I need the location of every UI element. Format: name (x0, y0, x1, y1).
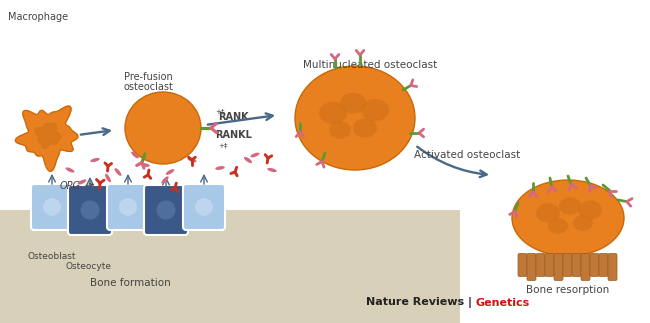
Text: osteoclast: osteoclast (123, 82, 173, 92)
Ellipse shape (340, 93, 366, 113)
Text: Osteocyte: Osteocyte (65, 262, 111, 271)
Ellipse shape (161, 176, 168, 184)
Ellipse shape (195, 198, 213, 216)
Text: Genetics: Genetics (476, 298, 530, 308)
Ellipse shape (250, 153, 259, 157)
Text: Multinucleated osteoclast: Multinucleated osteoclast (303, 60, 437, 70)
FancyBboxPatch shape (608, 254, 617, 280)
Ellipse shape (573, 215, 593, 231)
Ellipse shape (559, 197, 581, 215)
Text: +‡: +‡ (218, 142, 227, 148)
Ellipse shape (119, 198, 137, 216)
Text: Macrophage: Macrophage (8, 12, 68, 22)
FancyBboxPatch shape (563, 254, 572, 276)
Ellipse shape (536, 203, 560, 223)
FancyBboxPatch shape (68, 185, 112, 235)
Text: RANK: RANK (218, 112, 248, 122)
FancyBboxPatch shape (183, 184, 225, 230)
Ellipse shape (578, 200, 602, 220)
FancyBboxPatch shape (527, 254, 536, 280)
FancyBboxPatch shape (107, 184, 149, 230)
Text: Bone resorption: Bone resorption (526, 285, 610, 295)
Polygon shape (35, 123, 61, 148)
Text: Osteoblast: Osteoblast (28, 252, 77, 261)
Ellipse shape (319, 102, 347, 124)
Polygon shape (16, 106, 78, 171)
Ellipse shape (114, 168, 122, 176)
FancyBboxPatch shape (144, 185, 188, 235)
Ellipse shape (512, 180, 624, 256)
Text: RANKL: RANKL (215, 130, 252, 140)
FancyBboxPatch shape (536, 254, 545, 276)
Text: +‡: +‡ (215, 108, 224, 114)
FancyBboxPatch shape (599, 254, 608, 276)
Ellipse shape (353, 119, 377, 138)
Ellipse shape (81, 200, 99, 220)
Ellipse shape (267, 168, 277, 172)
Text: Activated osteoclast: Activated osteoclast (414, 150, 520, 160)
Ellipse shape (77, 179, 86, 184)
FancyBboxPatch shape (572, 254, 581, 276)
FancyBboxPatch shape (554, 254, 563, 280)
FancyBboxPatch shape (31, 184, 73, 230)
Ellipse shape (125, 92, 201, 164)
Text: Nature Reviews |: Nature Reviews | (366, 297, 476, 308)
Ellipse shape (157, 200, 176, 220)
Ellipse shape (361, 99, 389, 121)
Ellipse shape (187, 158, 196, 162)
Ellipse shape (329, 121, 351, 139)
Text: Pre-fusion: Pre-fusion (124, 72, 172, 82)
Ellipse shape (90, 158, 99, 162)
Ellipse shape (131, 151, 139, 158)
Ellipse shape (140, 163, 150, 167)
FancyBboxPatch shape (581, 254, 590, 280)
Ellipse shape (166, 169, 174, 175)
Ellipse shape (66, 167, 75, 172)
Ellipse shape (295, 66, 415, 170)
Ellipse shape (244, 157, 252, 163)
FancyBboxPatch shape (518, 254, 527, 276)
Text: Bone formation: Bone formation (90, 278, 170, 288)
Polygon shape (0, 210, 460, 323)
Ellipse shape (548, 218, 568, 234)
Ellipse shape (215, 166, 225, 170)
FancyBboxPatch shape (545, 254, 554, 276)
Text: OPG: OPG (60, 181, 81, 191)
Ellipse shape (43, 198, 61, 216)
FancyBboxPatch shape (590, 254, 599, 276)
Ellipse shape (105, 174, 111, 182)
